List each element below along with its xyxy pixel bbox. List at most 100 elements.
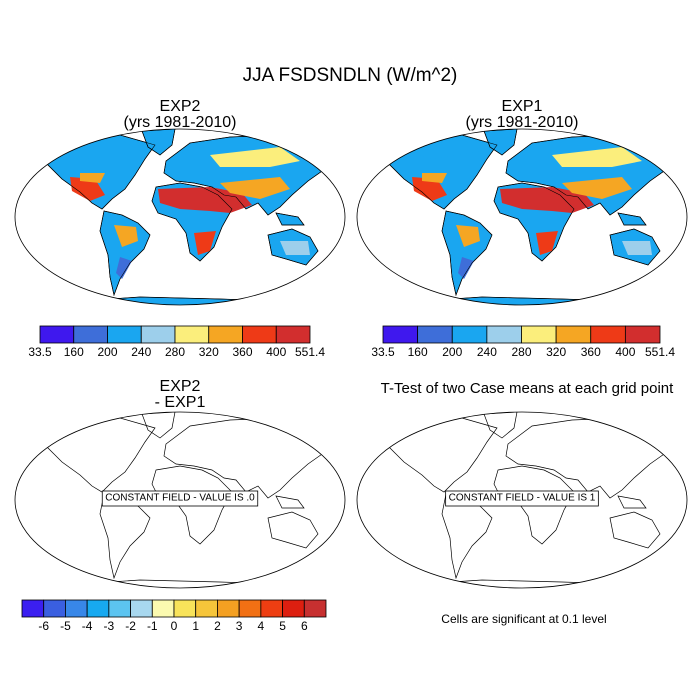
field-region	[536, 231, 558, 255]
colorbar-label: 33.5	[28, 345, 52, 359]
colorbar-box	[21, 599, 45, 618]
coastline	[267, 228, 319, 266]
panel-title: EXP2	[160, 98, 201, 115]
continent	[609, 511, 661, 549]
panel-subtitle: (yrs 1981-2010)	[124, 114, 237, 131]
continent	[163, 417, 343, 499]
colorbar-label: 2	[214, 619, 221, 633]
colorbar-box	[451, 325, 488, 344]
colorbar-box	[140, 325, 176, 344]
coastline	[386, 134, 498, 210]
map-border	[14, 128, 346, 306]
colorbar-box	[382, 325, 419, 344]
continent	[44, 417, 156, 493]
colorbar-box	[65, 599, 88, 618]
colorbar-box	[151, 599, 175, 618]
field-region	[392, 139, 482, 159]
colorbar-label: 360	[232, 345, 252, 359]
colorbar-box	[417, 325, 453, 344]
continent	[386, 417, 498, 493]
colorbar-label: 33.5	[371, 345, 395, 359]
field-region	[114, 225, 138, 247]
colorbar-box	[43, 599, 66, 618]
colorbar-box	[108, 599, 131, 618]
field-region	[158, 187, 252, 213]
colorbar-box	[486, 325, 522, 344]
colorbar-label: 400	[615, 345, 635, 359]
coastline	[99, 210, 151, 297]
field-region	[562, 177, 632, 199]
coastline	[151, 182, 233, 262]
colorbar-label: 1	[192, 619, 199, 633]
colorbar-label: 240	[477, 345, 497, 359]
coastline	[441, 210, 493, 297]
field-region	[456, 225, 480, 247]
colorbar-box	[275, 325, 311, 344]
map-border	[14, 411, 346, 589]
panel-subtitle: - EXP1	[155, 394, 206, 411]
colorbar-label: 3	[236, 619, 243, 633]
colorbar-label: 551.4	[645, 345, 675, 359]
colorbar-label: 160	[408, 345, 428, 359]
field-region	[552, 147, 642, 167]
colorbar-label: 280	[511, 345, 531, 359]
colorbar-label: -2	[125, 619, 136, 633]
panel-title: EXP2	[160, 378, 201, 395]
coastline	[617, 212, 647, 226]
colorbar-box	[282, 599, 305, 618]
field-region	[70, 177, 105, 201]
panel-title: EXP1	[502, 98, 543, 115]
colorbar-box	[260, 599, 283, 618]
annotation-box	[445, 490, 599, 507]
annotation: CONSTANT FIELD - VALUE IS .0	[105, 493, 255, 504]
coastline	[493, 182, 575, 262]
colorbar-label: -6	[38, 619, 49, 633]
colorbar-label: 160	[64, 345, 84, 359]
coastline	[609, 228, 661, 266]
colorbar-box	[174, 325, 210, 344]
colorbar-label: -3	[104, 619, 115, 633]
field-region	[194, 231, 216, 255]
note: Cells are significant at 0.1 level	[441, 612, 606, 626]
field-region	[458, 257, 474, 279]
colorbar-box	[238, 599, 262, 618]
field-region	[500, 187, 594, 213]
colorbar-label: -1	[147, 619, 158, 633]
colorbar-label: 400	[266, 345, 286, 359]
map: CONSTANT FIELD - VALUE IS 1	[356, 411, 688, 589]
annotation-box	[101, 490, 259, 507]
field-region	[80, 173, 105, 183]
colorbar-box	[73, 325, 108, 344]
field-region	[412, 177, 447, 201]
panel-subtitle: (yrs 1981-2010)	[466, 114, 579, 131]
map	[14, 128, 346, 306]
colorbar-box	[303, 599, 327, 618]
coastline	[275, 212, 305, 226]
field-region	[280, 241, 310, 255]
colorbar-label: 4	[258, 619, 265, 633]
continent	[483, 412, 518, 439]
colorbar-box	[107, 325, 142, 344]
field-region	[116, 257, 132, 279]
figure-title: JJA FSDSNDLN (W/m^2)	[243, 65, 458, 86]
colorbar-box	[217, 599, 240, 618]
continent	[141, 412, 176, 439]
colorbar-box	[521, 325, 557, 344]
annotation: CONSTANT FIELD - VALUE IS 1	[449, 493, 596, 504]
colorbar-box	[86, 599, 110, 618]
map	[356, 128, 688, 306]
continent	[617, 495, 647, 509]
continent	[441, 493, 493, 580]
map-border	[356, 128, 688, 306]
continent	[99, 493, 151, 580]
field-region	[422, 173, 447, 183]
colorbar-box	[624, 325, 661, 344]
colorbar-label: 280	[165, 345, 185, 359]
colorbar-box	[173, 599, 197, 618]
colorbar-label: 551.4	[295, 345, 325, 359]
colorbar-label: 5	[279, 619, 286, 633]
colorbar-label: 200	[97, 345, 117, 359]
field-region	[50, 139, 140, 159]
coastline	[44, 134, 156, 210]
colorbar-label: 360	[581, 345, 601, 359]
